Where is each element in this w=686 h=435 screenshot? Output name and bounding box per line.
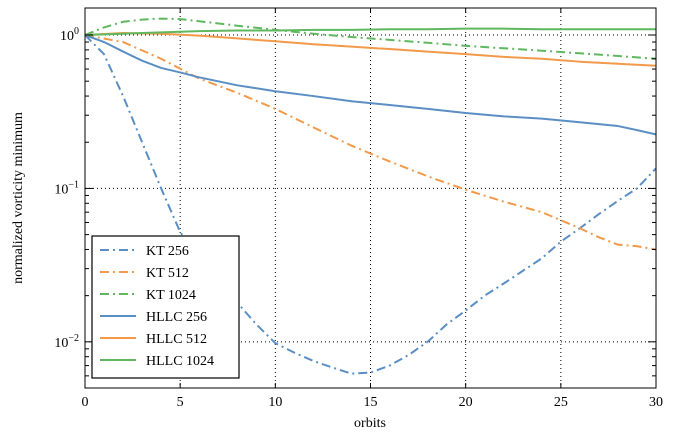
plot-area xyxy=(85,17,656,375)
legend-label-hllc-256: HLLC 256 xyxy=(146,310,207,325)
series-line-hllc-256 xyxy=(85,34,656,136)
y-tick-label: 10−1 xyxy=(54,179,79,197)
x-tick-label: 30 xyxy=(649,395,663,410)
ticks: 0 5 10 15 20 25 30 100 10−1 10−2 xyxy=(54,8,663,410)
series-line-kt-512 xyxy=(85,34,656,251)
series-line-hllc-1024 xyxy=(85,27,656,37)
x-tick-label: 0 xyxy=(82,395,89,410)
legend-label-hllc-512: HLLC 512 xyxy=(146,332,207,347)
series-group xyxy=(85,17,656,375)
x-tick-label: 5 xyxy=(177,395,184,410)
series-line-hllc-512 xyxy=(85,32,656,67)
legend-label-hllc-1024: HLLC 1024 xyxy=(146,354,214,369)
legend-box xyxy=(91,235,240,379)
y-tick-label: 100 xyxy=(60,26,79,44)
y-axis-label: normalized vorticity minimum xyxy=(11,112,26,284)
legend-label-kt-1024: KT 1024 xyxy=(146,288,196,303)
legend-label-kt-512: KT 512 xyxy=(146,266,189,281)
x-tick-label: 25 xyxy=(554,395,568,410)
x-tick-label: 20 xyxy=(459,395,473,410)
x-axis-label: orbits xyxy=(354,416,386,431)
x-tick-label: 10 xyxy=(268,395,282,410)
legend: KT 256 KT 512 KT 1024 HLLC 256 HLLC 512 HLLC … xyxy=(91,235,240,379)
legend-label-kt-256: KT 256 xyxy=(146,244,189,259)
x-tick-label: 15 xyxy=(364,395,378,410)
series-line-kt-1024 xyxy=(85,17,656,60)
y-tick-label: 10−2 xyxy=(54,333,79,351)
